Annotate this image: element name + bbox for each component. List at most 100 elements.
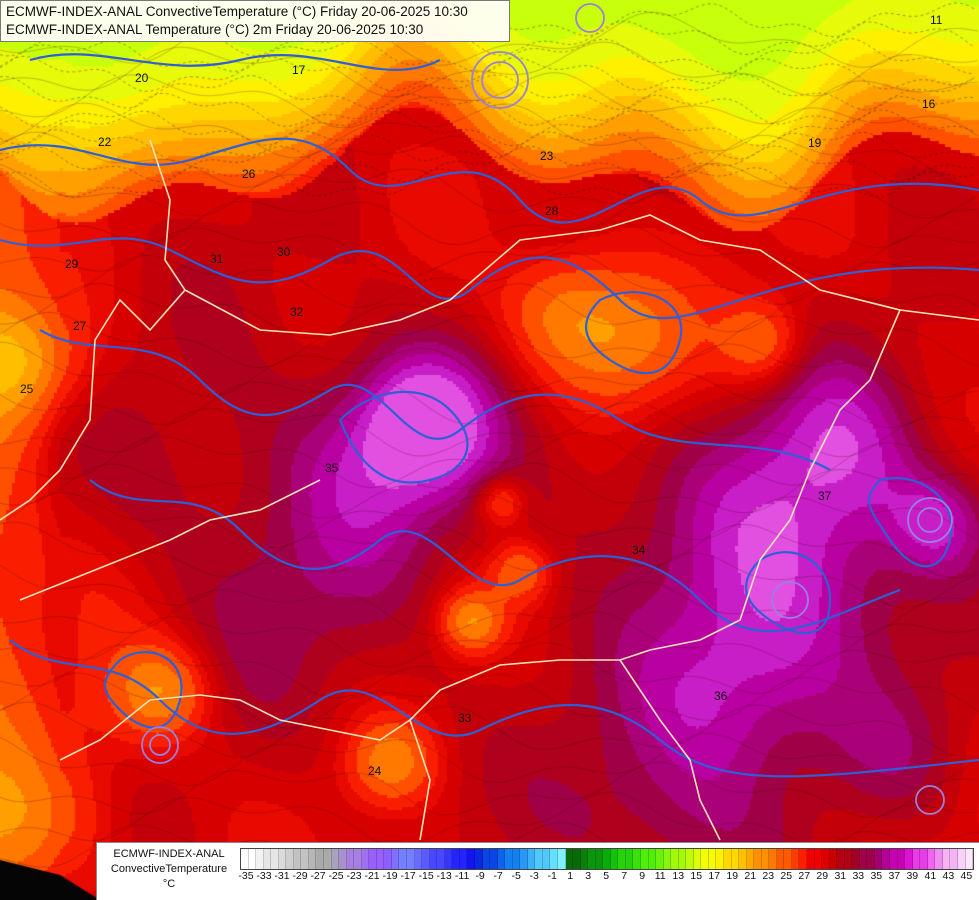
legend-swatch <box>640 849 649 869</box>
legend-swatch <box>263 849 272 869</box>
legend-tick-label: 25 <box>780 870 793 882</box>
legend-swatch <box>890 849 898 869</box>
legend-swatch <box>769 849 777 869</box>
temperature-isoline <box>9 639 979 778</box>
isoline-value-label: 36 <box>714 689 728 703</box>
legend-tick-label: 1 <box>567 870 574 882</box>
legend-tick-label: -25 <box>328 870 344 882</box>
legend-swatch <box>603 849 611 869</box>
legend-swatch <box>754 849 762 869</box>
legend-tick-label: -33 <box>256 870 272 882</box>
isoline-value-label: 28 <box>545 204 559 218</box>
legend-swatch <box>286 849 294 869</box>
legend-swatch <box>852 849 860 869</box>
legend-swatch <box>957 849 966 869</box>
legend-swatch <box>520 849 528 869</box>
legend-tick-label: -31 <box>274 870 290 882</box>
legend-swatch <box>678 849 687 869</box>
legend-swatch <box>557 849 566 869</box>
legend-tick-label: 11 <box>654 870 666 882</box>
legend-tick-label: -19 <box>382 870 398 882</box>
legend-tick-label: 3 <box>585 870 592 882</box>
legend-swatch <box>784 849 792 869</box>
legend-tick-label: 33 <box>852 870 865 882</box>
legend-swatch <box>686 849 694 869</box>
legend-swatch <box>829 849 838 869</box>
legend-swatch <box>927 849 936 869</box>
legend-tick-label: -9 <box>475 870 485 882</box>
legend-swatch <box>437 849 445 869</box>
legend-tick-label: -15 <box>418 870 434 882</box>
legend-swatch <box>354 849 362 869</box>
legend-swatch <box>739 849 747 869</box>
isoline-value-label: 37 <box>818 489 832 503</box>
isoline-value-label: 23 <box>540 149 554 163</box>
legend-tick-label: 13 <box>672 870 685 882</box>
legend-swatch <box>308 849 317 869</box>
temperature-isoline <box>89 479 901 633</box>
legend-tick-label: -23 <box>346 870 362 882</box>
legend-swatch <box>490 849 498 869</box>
legend-swatch <box>746 849 755 869</box>
temperature-isoline <box>39 329 831 471</box>
legend-tick-label: -11 <box>454 870 470 882</box>
legend-swatch <box>859 849 868 869</box>
legend-swatch <box>293 849 302 869</box>
legend-color-bar <box>240 848 975 870</box>
legend-tick-label: -13 <box>436 870 452 882</box>
legend-tick-label: 41 <box>924 870 937 882</box>
legend-swatch <box>935 849 943 869</box>
legend-swatch <box>527 849 536 869</box>
legend-tick-label: 21 <box>744 870 757 882</box>
legend-swatch <box>897 849 906 869</box>
legend-swatch <box>791 849 800 869</box>
convective-ring <box>575 3 605 33</box>
legend-swatch <box>874 849 883 869</box>
legend-swatch <box>905 849 913 869</box>
legend-swatch <box>452 849 460 869</box>
legend-swatch <box>278 849 287 869</box>
legend-tick-label: -17 <box>400 870 416 882</box>
legend-swatch <box>920 849 928 869</box>
legend-tick-label: 7 <box>621 870 628 882</box>
convective-ring <box>771 581 809 619</box>
legend-swatch <box>399 849 408 869</box>
legend-swatch <box>369 849 377 869</box>
isoline-value-label: 17 <box>292 63 306 77</box>
temperature-isoline <box>104 651 183 729</box>
legend-swatch <box>618 849 626 869</box>
country-border <box>59 309 901 761</box>
legend-swatch <box>512 849 521 869</box>
legend-swatch <box>505 849 513 869</box>
legend-tick-label: -7 <box>493 870 503 882</box>
convective-ring <box>907 497 953 543</box>
legend-tick-label: -35 <box>238 870 254 882</box>
country-border <box>619 659 721 841</box>
isoline-value-label: 26 <box>242 167 256 181</box>
legend-swatch <box>542 849 551 869</box>
legend-tick-label: 29 <box>816 870 829 882</box>
legend-swatch <box>708 849 717 869</box>
legend-swatch <box>407 849 415 869</box>
isoline-value-label: 30 <box>277 245 291 259</box>
isoline-value-label: 33 <box>458 711 472 725</box>
legend-tick-label: 9 <box>639 870 646 882</box>
legend-tick-label: 5 <box>603 870 610 882</box>
legend-swatch <box>942 849 951 869</box>
legend-tick-label: 31 <box>834 870 847 882</box>
legend-swatch <box>656 849 664 869</box>
temperature-isoline <box>29 53 441 71</box>
convective-ring <box>471 51 529 109</box>
temperature-isoline <box>745 551 832 635</box>
isoline-value-label: 16 <box>922 97 936 111</box>
convective-ring <box>915 785 945 815</box>
legend-swatch <box>776 849 785 869</box>
title-line-2: ECMWF-INDEX-ANAL Temperature (°C) 2m Fri… <box>6 22 424 37</box>
legend-swatch <box>550 849 558 869</box>
legend-tick-label: -1 <box>547 870 557 882</box>
legend-swatch <box>822 849 830 869</box>
legend-swatch <box>837 849 845 869</box>
title-line-1: ECMWF-INDEX-ANAL ConvectiveTemperature (… <box>6 4 468 19</box>
legend-swatch <box>663 849 672 869</box>
